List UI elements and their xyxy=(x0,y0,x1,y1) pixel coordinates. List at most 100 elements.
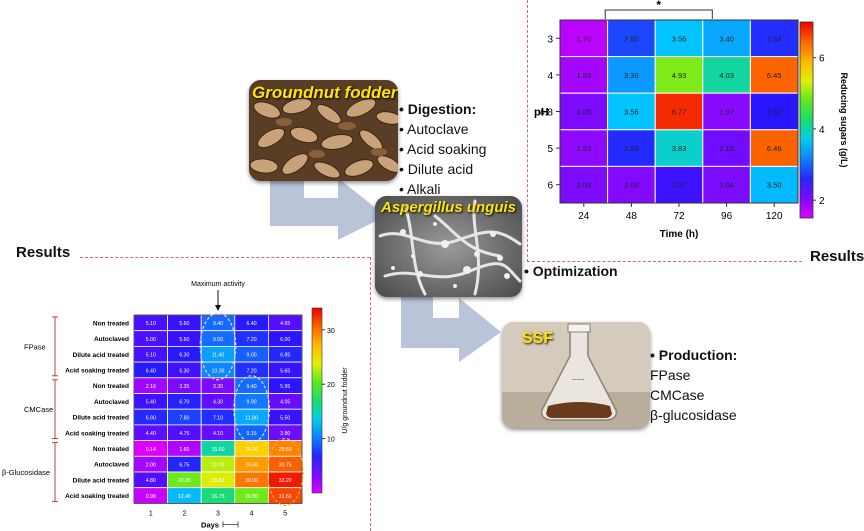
row-label: Acid soaking treated xyxy=(65,493,129,500)
cell-value-label: 16.75 xyxy=(212,494,225,500)
ssf-title: SSF xyxy=(522,330,554,347)
heatmap-cell xyxy=(702,165,751,204)
optimization-text: Optimization xyxy=(532,263,618,279)
row-label: Acid soaking treated xyxy=(65,430,129,437)
aspergillus-title: Aspergillus unguis xyxy=(380,199,516,216)
aspergillus-sem-photo: Aspergillus unguis xyxy=(375,196,522,297)
x-tick-label: 120 xyxy=(766,211,783,222)
row-label: Dilute acid treated xyxy=(73,352,129,359)
optimization-label: • Optimization xyxy=(524,263,618,279)
cell-value-label: 3.30 xyxy=(213,384,223,390)
cell-value-label: 6.40 xyxy=(146,368,156,374)
cell-value-label: 4.40 xyxy=(146,431,156,437)
row-label: Non treated xyxy=(93,320,129,327)
cell-value-label: 9.00 xyxy=(247,353,257,359)
row-label: Autoclaved xyxy=(94,336,129,343)
x-tick-label: 1 xyxy=(149,510,153,517)
cell-value-label: 30.75 xyxy=(279,462,292,468)
cell-value-label: 6.77 xyxy=(672,108,687,117)
cell-value-label: 12.40 xyxy=(178,494,191,500)
cell-value-label: 30.00 xyxy=(245,478,258,484)
cell-value-label: 6.45 xyxy=(767,71,782,80)
cell-value-label: 5.30 xyxy=(179,368,189,374)
divider-right-vertical xyxy=(527,0,528,262)
cell-value-label: 5.00 xyxy=(146,337,156,343)
cell-value-label: 2.03 xyxy=(576,108,591,117)
groundnut-fodder-title: Groundnut fodder xyxy=(252,83,398,102)
heatmap-cell xyxy=(702,19,751,58)
highlight-ellipse xyxy=(233,375,271,444)
cell-value-label: 15.60 xyxy=(212,447,225,453)
colorbar xyxy=(799,21,814,219)
group-label: FPase xyxy=(24,342,46,351)
cell-value-label: 20.85 xyxy=(178,478,191,484)
cell-value-label: 4.65 xyxy=(280,321,290,327)
y-tick-label: 3 xyxy=(547,34,553,45)
cell-value-label: 5.10 xyxy=(146,321,156,327)
heatmap-frame xyxy=(133,314,303,504)
group-label: CMCase xyxy=(24,405,53,414)
cell-value-label: 6.40 xyxy=(247,321,257,327)
cell-value-label: 2.63 xyxy=(624,144,639,153)
digestion-item: Alkali xyxy=(407,181,441,197)
digestion-item: Autoclave xyxy=(407,121,469,137)
cell-value-label: 5.40 xyxy=(146,400,156,406)
x-tick-label: 5 xyxy=(283,510,287,517)
cell-value-label: 7.20 xyxy=(247,368,257,374)
cell-value-label: 1.60 xyxy=(179,447,189,453)
cell-value-label: 6.46 xyxy=(767,144,782,153)
x-tick-label: 48 xyxy=(626,211,638,222)
digestion-item: Dilute acid xyxy=(407,161,474,177)
x-tick-label: 2 xyxy=(182,510,186,517)
row-label: Autoclaved xyxy=(94,399,129,406)
cell-value-label: 6.30 xyxy=(179,353,189,359)
cell-value-label: 31.60 xyxy=(279,494,292,500)
cell-value-label: 2.80 xyxy=(624,34,639,43)
y-axis-title: pH xyxy=(534,107,549,119)
annotation-arrowhead xyxy=(215,305,221,311)
cell-value-label: 9.40 xyxy=(247,384,257,390)
cell-value-label: 0.90 xyxy=(146,494,156,500)
divider-right-horizontal xyxy=(527,261,802,262)
production-item: CMCase xyxy=(650,387,705,403)
reducing-sugars-heatmap: 1.70 2.80 3.56 3.40 2.64 1.83 3.30 4.93 4.03 6.45… xyxy=(534,0,849,240)
heatmap-cell xyxy=(702,129,751,167)
heatmap-cell xyxy=(654,129,704,167)
heatmap-cell xyxy=(559,92,609,131)
cell-value-label: 10.38 xyxy=(212,368,225,374)
row-label: Acid soaking treated xyxy=(65,367,129,374)
digestion-item: Acid soaking xyxy=(407,141,487,157)
significance-marker: * xyxy=(656,0,661,12)
cell-value-label: 3.56 xyxy=(624,108,639,117)
cell-value-label: 7.20 xyxy=(247,337,257,343)
cell-value-label: 6.00 xyxy=(280,337,290,343)
row-label: Non treated xyxy=(93,383,129,390)
enzyme-activity-heatmap: 5.10 5.60 9.40 6.40 4.65 5.00 5.60 9.50 7.20 6.00… xyxy=(2,281,349,529)
cell-value-label: 3.30 xyxy=(624,71,639,80)
cell-value-label: 3.80 xyxy=(280,431,290,437)
group-label: β-Glucosidase xyxy=(2,468,50,477)
cell-value-label: 4.93 xyxy=(672,71,687,80)
cell-value-label: 4.03 xyxy=(719,71,734,80)
colorbar-tick-label: 10 xyxy=(327,437,335,444)
cell-value-label: 2.03 xyxy=(576,181,591,190)
digestion-list: • Digestion: • Autoclave • Acid soaking … xyxy=(399,101,487,197)
cell-value-label: 29.50 xyxy=(279,447,292,453)
cell-value-label: 6.75 xyxy=(179,462,189,468)
flask-image: ~~~ xyxy=(502,322,650,428)
cell-value-label: 5.60 xyxy=(179,321,189,327)
cell-value-label: 4.75 xyxy=(179,431,189,437)
cell-value-label: 2.16 xyxy=(146,384,156,390)
cell-value-label: 0.14 xyxy=(146,447,156,453)
cell-value-label: 5.60 xyxy=(179,337,189,343)
cell-value-label: 1.83 xyxy=(576,71,591,80)
peanut-shells-image xyxy=(249,80,398,181)
colorbar-tick-label: 4 xyxy=(819,125,825,136)
colorbar-tick-label: 2 xyxy=(819,196,825,207)
production-item: β-glucosidase xyxy=(650,407,737,423)
colorbar-tick-label: 30 xyxy=(327,328,335,335)
x-tick-label: 72 xyxy=(673,211,685,222)
cell-value-label: 1.93 xyxy=(576,144,591,153)
max-activity-annotation: Maximum activity xyxy=(191,281,245,288)
cell-value-label: 26.00 xyxy=(245,447,258,453)
